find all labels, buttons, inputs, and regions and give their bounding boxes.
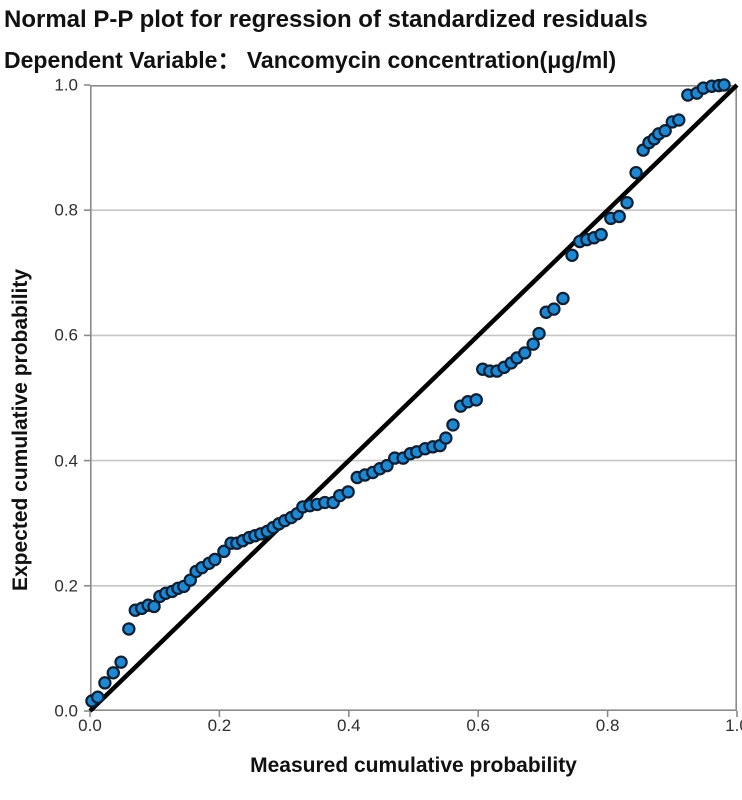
y-tick-label: 0.8 [54,200,78,220]
data-point [446,418,460,432]
y-tick-label: 0.6 [54,325,78,345]
data-point [532,326,546,341]
data-point [717,78,731,92]
data-point [612,209,626,224]
data-point [208,552,222,567]
chart-title: Normal P-P plot for regression of standa… [4,6,648,33]
x-tick-label: 0.2 [207,716,232,735]
x-tick-label: 0.0 [78,716,102,735]
data-point [565,248,579,262]
data-point [439,431,453,445]
y-tick-label: 0.2 [54,576,78,596]
y-tick-label: 0.4 [54,451,78,471]
chart-subtitle: Dependent Variable： Vancomycin concentra… [4,47,617,73]
data-point [341,485,355,499]
data-point [91,690,105,704]
data-point [594,227,608,242]
reference-line [88,83,739,713]
y-tick-label: 1.0 [54,75,78,95]
x-tick-label: 0.8 [595,716,620,735]
data-point [106,666,120,680]
data-point [620,195,634,210]
data-point [518,346,532,360]
data-point [672,113,686,127]
data-point [526,337,540,351]
data-point [114,655,128,669]
y-axis-title: Expected cumulative probability [9,268,32,592]
data-point [147,599,161,614]
x-axis-title: Measured cumulative probability [250,754,577,777]
data-point [469,393,483,407]
data-point [122,622,136,636]
x-tick-label: 1.0 [725,716,742,735]
data-point [98,676,112,690]
data-point [556,291,570,306]
x-tick-label: 0.6 [466,716,491,735]
data-point [547,302,561,316]
y-tick-label: 0.0 [54,701,78,721]
data-point [217,544,231,559]
plot-area [84,78,739,717]
x-tick-label: 0.4 [336,716,361,735]
plot-border [90,85,738,712]
data-point [658,123,672,138]
data-point [629,165,643,180]
data-point [380,458,394,473]
